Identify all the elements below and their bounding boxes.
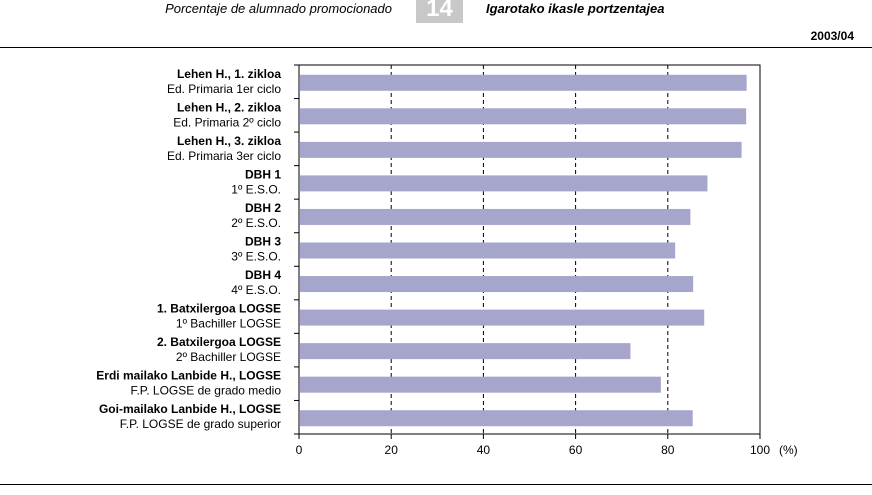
bar (300, 74, 747, 91)
category-label-es: 4º E.S.O. (231, 283, 281, 297)
category-label-es: 3º E.S.O. (231, 250, 281, 264)
x-tick-label: 80 (661, 443, 675, 457)
bar (300, 108, 747, 125)
category-label-eu: DBH 1 (245, 167, 281, 181)
bar (300, 309, 705, 326)
bar (300, 410, 693, 427)
bar (300, 276, 694, 293)
category-label-es: Ed. Primaria 2º ciclo (173, 115, 281, 129)
x-tick-label: 100 (750, 443, 770, 457)
category-label-es: Ed. Primaria 1er ciclo (167, 82, 281, 96)
x-tick-label: 60 (569, 443, 583, 457)
category-label-eu: 2. Batxilergoa LOGSE (157, 335, 281, 349)
top-rule (0, 47, 872, 48)
plot-frame (298, 64, 761, 435)
category-label-eu: Goi-mailako Lanbide H., LOGSE (99, 402, 281, 416)
bar (300, 208, 691, 225)
category-label-eu: Lehen H., 3. zikloa (177, 134, 281, 148)
bar (300, 242, 676, 259)
bar (300, 141, 742, 158)
bar (300, 343, 631, 360)
bar (300, 175, 708, 192)
category-label-es: 2º E.S.O. (231, 216, 281, 230)
category-label-es: 1º Bachiller LOGSE (176, 317, 281, 331)
category-label-eu: Lehen H., 2. zikloa (177, 100, 281, 114)
category-label-eu: DBH 3 (245, 235, 281, 249)
x-tick-label: 20 (385, 443, 399, 457)
category-label-eu: DBH 2 (245, 201, 281, 215)
category-label-es: Ed. Primaria 3er ciclo (167, 149, 281, 163)
bar (300, 376, 661, 393)
bottom-rule (0, 484, 872, 485)
year-label: 2003/04 (810, 29, 854, 43)
x-tick-label: 0 (296, 443, 303, 457)
category-label-es: 2º Bachiller LOGSE (176, 350, 281, 364)
category-label-eu: Erdi mailako Lanbide H., LOGSE (96, 369, 281, 383)
category-label-es: F.P. LOGSE de grado superior (120, 417, 281, 431)
x-axis-label: (%) (779, 443, 798, 457)
category-label-es: 1º E.S.O. (231, 182, 281, 196)
header-title-es: Porcentaje de alumnado promocionado (165, 1, 392, 16)
category-label-eu: 1. Batxilergoa LOGSE (157, 302, 281, 316)
category-label-eu: DBH 4 (245, 268, 281, 282)
category-label-es: F.P. LOGSE de grado medio (130, 384, 281, 398)
chart-number-badge: 14 (416, 0, 463, 23)
category-label-eu: Lehen H., 1. zikloa (177, 67, 281, 81)
x-tick-label: 40 (477, 443, 491, 457)
header-title-eu: Igarotako ikasle portzentajea (486, 1, 665, 16)
